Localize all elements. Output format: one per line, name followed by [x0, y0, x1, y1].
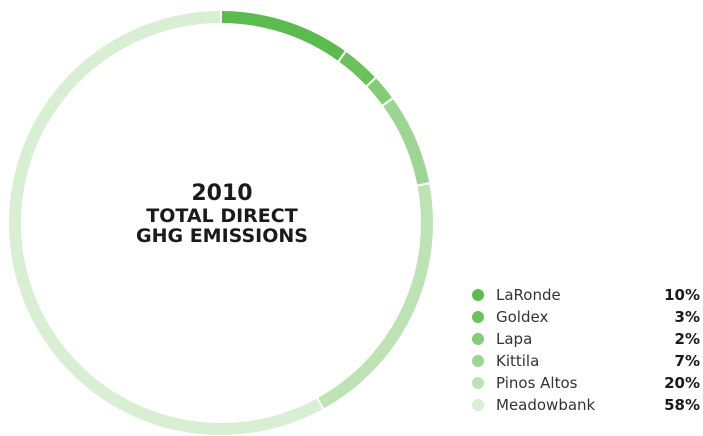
legend-color-dot: [472, 399, 484, 411]
legend-value: 3%: [674, 308, 700, 326]
chart-title-line-2: GHG EMISSIONS: [136, 225, 308, 248]
donut-slice: [380, 96, 432, 187]
donut-slice: [7, 8, 325, 436]
legend-item: Meadowbank 58%: [468, 394, 700, 416]
legend-item: Goldex 3%: [468, 306, 700, 328]
chart-legend: LaRonde 10% Goldex 3% Lapa 2% Kittila 7% Pinos A…: [468, 284, 700, 416]
legend-value: 58%: [664, 396, 700, 414]
legend-color-dot: [472, 355, 484, 367]
legend-label: Lapa: [496, 330, 533, 348]
chart-title: 2010 TOTAL DIRECT GHG EMISSIONS: [70, 182, 374, 247]
chart-title-year: 2010: [191, 181, 253, 206]
legend-item: Pinos Altos 20%: [468, 372, 700, 394]
donut-chart: [7, 8, 435, 436]
legend-item: Kittila 7%: [468, 350, 700, 372]
legend-color-dot: [472, 333, 484, 345]
legend-label: LaRonde: [496, 286, 561, 304]
legend-value: 10%: [664, 286, 700, 304]
legend-label: Meadowbank: [496, 396, 596, 414]
legend-color-dot: [472, 377, 484, 389]
legend-item: Lapa 2%: [468, 328, 700, 350]
legend-label: Pinos Altos: [496, 374, 578, 392]
donut-slice: [220, 8, 348, 64]
legend-color-dot: [472, 289, 484, 301]
legend-item: LaRonde 10%: [468, 284, 700, 306]
legend-value: 7%: [674, 352, 700, 370]
legend-value: 2%: [674, 330, 700, 348]
legend-color-dot: [472, 311, 484, 323]
chart-title-line-1: TOTAL DIRECT: [146, 204, 298, 227]
legend-label: Goldex: [496, 308, 549, 326]
legend-value: 20%: [664, 374, 700, 392]
legend-label: Kittila: [496, 352, 540, 370]
